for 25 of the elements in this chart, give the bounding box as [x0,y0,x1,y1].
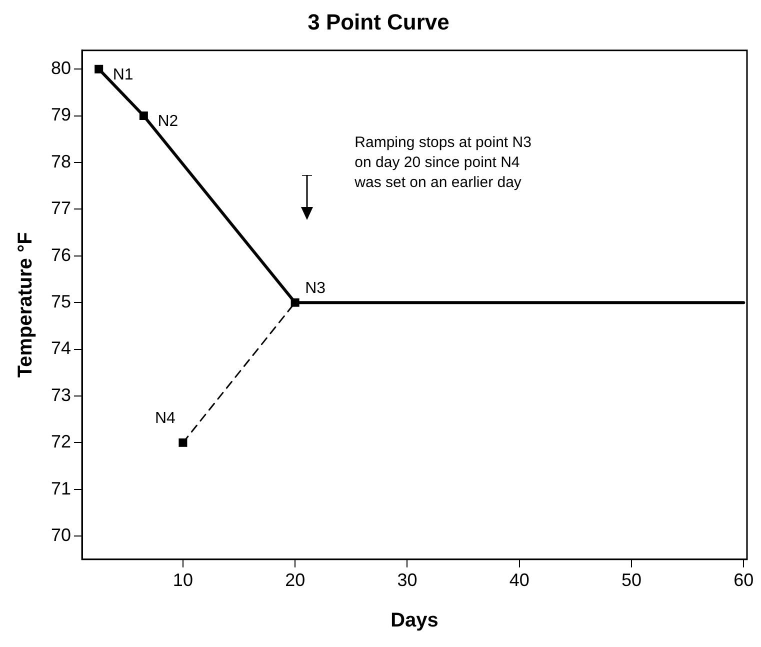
y-axis-title: Temperature °F [14,232,37,378]
y-tick-label: 76 [50,244,72,265]
x-tick-label: 40 [509,570,530,590]
y-tick-label: 75 [50,292,72,312]
annotation: Ramping stops at point N3 on day 20 since point N4 was set on an earlier day [354,134,532,192]
x-tick-label: 30 [397,570,418,590]
y-tick-label: 77 [50,198,72,218]
annotation: N4 [154,410,176,428]
y-tick-label: 78 [50,151,72,172]
y-tick-label: 80 [50,58,72,78]
x-axis-title: Days [390,610,438,632]
y-tick-label: 79 [50,104,72,125]
y-tick-label: 70 [50,525,72,546]
x-tick-label: 20 [285,570,306,590]
x-tick-label: 60 [734,570,754,590]
y-tick-label: 74 [50,338,72,358]
chart-title: 3 Point Curve [308,9,450,34]
y-tick-label: 71 [50,478,72,498]
annotation: N2 [158,113,178,130]
annotation: N1 [112,66,134,84]
x-tick-label: 10 [172,570,193,590]
y-tick-label: 73 [50,384,72,405]
x-tick-label: 50 [621,570,642,590]
annotation: N3 [305,280,326,297]
y-tick-label: 72 [50,432,72,452]
